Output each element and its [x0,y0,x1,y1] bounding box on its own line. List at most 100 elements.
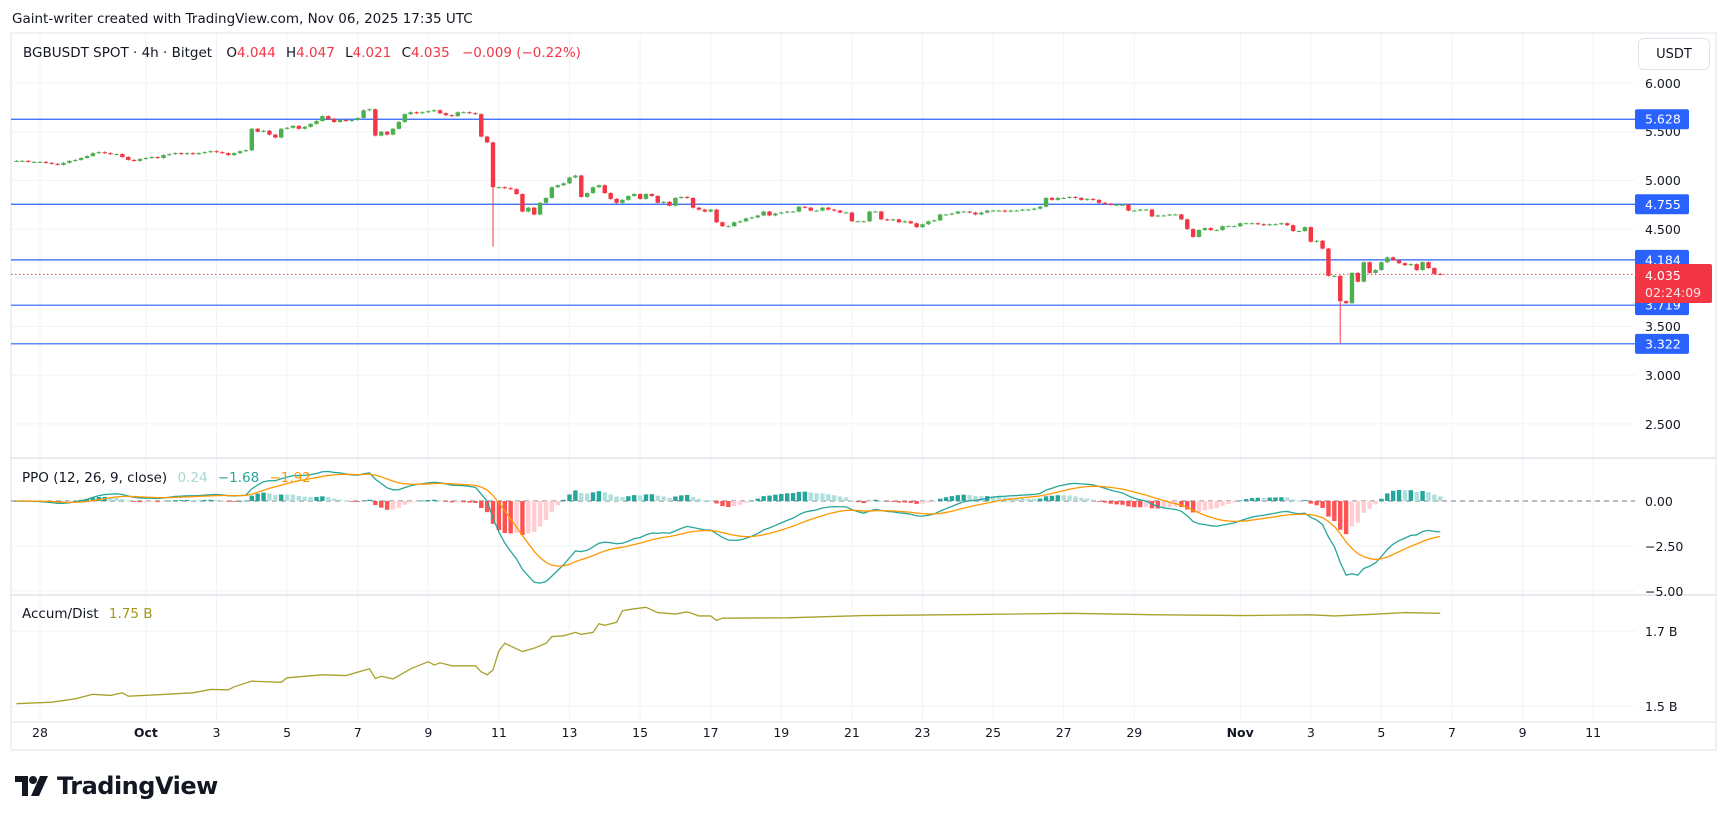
candle[interactable] [496,186,502,189]
candle[interactable] [667,201,672,207]
candle[interactable] [867,210,872,223]
candle[interactable] [426,110,431,113]
candle[interactable] [620,199,625,204]
candle[interactable] [526,206,531,213]
candle[interactable] [214,150,219,153]
candle[interactable] [979,211,984,216]
candle[interactable] [479,113,484,138]
candle[interactable] [437,109,443,114]
candle[interactable] [96,151,102,154]
candle[interactable] [402,113,407,123]
candle[interactable] [261,129,266,133]
candle[interactable] [31,161,37,163]
candle[interactable] [732,221,737,227]
candle[interactable] [1261,223,1266,226]
candle[interactable] [302,126,307,130]
candle[interactable] [520,193,525,213]
candle[interactable] [1208,227,1213,231]
candle[interactable] [49,162,54,165]
candle[interactable] [1108,202,1113,206]
tradingview-logo[interactable]: TradingView [15,772,218,800]
candle[interactable] [1220,225,1225,231]
candle[interactable] [1355,272,1361,283]
candle[interactable] [1285,222,1290,226]
candle[interactable] [1114,203,1119,206]
candle[interactable] [808,206,813,212]
candle[interactable] [784,210,790,214]
candle[interactable] [1426,261,1431,269]
candle[interactable] [684,196,690,199]
candle[interactable] [231,152,237,156]
candle[interactable] [84,155,90,159]
candle[interactable] [932,219,937,223]
candle[interactable] [1190,228,1196,238]
candle[interactable] [1432,267,1437,275]
candle[interactable] [14,160,19,162]
candle[interactable] [179,152,184,155]
candle[interactable] [196,152,202,155]
candle[interactable] [73,159,78,162]
candle[interactable] [1326,247,1331,277]
candle[interactable] [226,152,231,156]
candle[interactable] [1202,227,1208,231]
candle[interactable] [561,182,566,187]
ad-axis[interactable]: 1.7 B 1.5 B [1645,624,1677,714]
candle[interactable] [102,151,107,154]
candle[interactable] [343,119,349,122]
candle[interactable] [167,153,172,156]
candle[interactable] [379,130,384,137]
candle[interactable] [602,184,607,194]
candle[interactable] [532,206,537,216]
candle[interactable] [1302,226,1308,232]
candle[interactable] [390,127,396,136]
candle[interactable] [1096,199,1102,204]
candle[interactable] [826,206,831,211]
candle[interactable] [349,119,355,122]
candle[interactable] [290,125,296,129]
candle[interactable] [1161,214,1166,217]
candle[interactable] [1402,262,1408,266]
candle[interactable] [120,153,125,158]
candle[interactable] [161,154,166,159]
candle[interactable] [549,186,555,199]
candle[interactable] [184,152,190,155]
candle[interactable] [1196,229,1202,238]
candle[interactable] [967,210,972,214]
candle[interactable] [720,221,725,227]
candle[interactable] [273,133,278,139]
candle[interactable] [396,121,402,130]
candle[interactable] [220,151,225,154]
candle[interactable] [626,195,631,201]
candle[interactable] [1373,269,1378,274]
candle[interactable] [761,210,766,217]
candle[interactable] [37,161,43,163]
candle[interactable] [1014,209,1019,212]
candle[interactable] [1214,229,1219,232]
candle[interactable] [873,210,878,213]
candle[interactable] [1143,208,1149,211]
candle[interactable] [455,111,460,117]
candle[interactable] [449,114,455,117]
candle[interactable] [108,152,113,155]
candle[interactable] [1414,263,1419,271]
candle[interactable] [843,211,849,214]
candle[interactable] [143,157,149,160]
candle[interactable] [1173,213,1178,216]
candle[interactable] [90,152,96,157]
candle[interactable] [131,159,137,162]
candle[interactable] [1090,198,1096,201]
candle[interactable] [326,115,331,120]
candle[interactable] [1002,209,1008,213]
candle[interactable] [1185,218,1190,230]
candle[interactable] [502,186,507,189]
candle[interactable] [1085,198,1090,201]
candle[interactable] [573,174,578,179]
symbol-name[interactable]: BGBUSDT SPOT · 4h · Bitget [23,45,213,61]
candle[interactable] [702,208,708,213]
candle[interactable] [885,218,890,222]
candle[interactable] [431,109,437,113]
candle[interactable] [1120,203,1125,206]
candle[interactable] [361,109,366,119]
candle[interactable] [467,111,472,114]
candle[interactable] [473,112,478,115]
